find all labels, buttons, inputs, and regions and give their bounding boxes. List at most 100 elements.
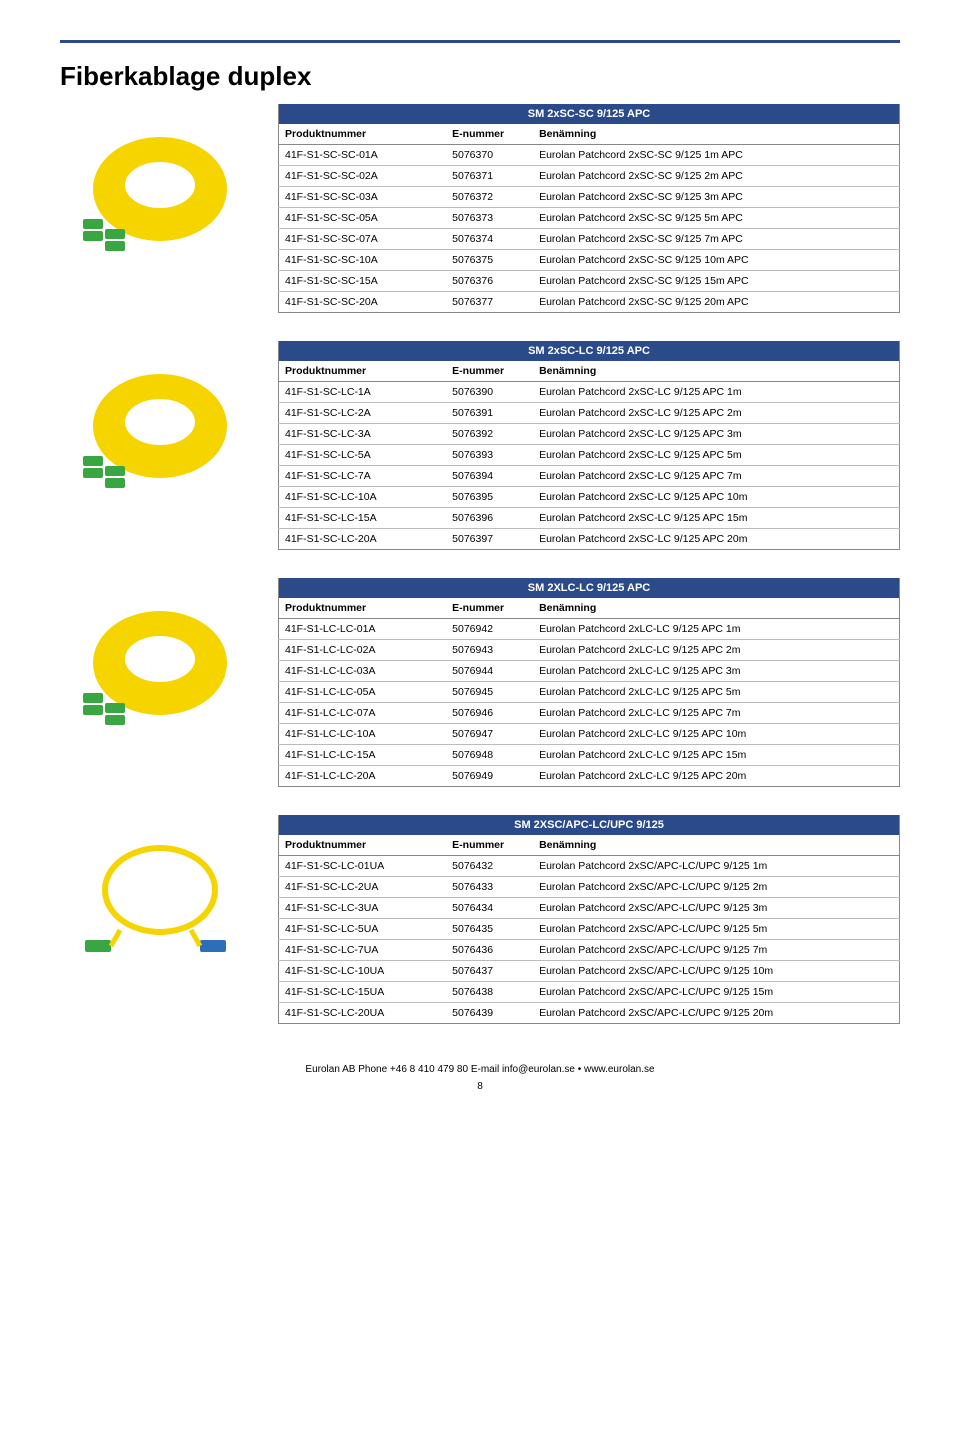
sections-container: SM 2xSC-SC 9/125 APCProduktnummerE-numme… <box>60 104 900 1024</box>
cell-enum: 5076435 <box>446 919 533 940</box>
product-table: SM 2XLC-LC 9/125 APCProduktnummerE-numme… <box>278 578 900 787</box>
cell-desc: Eurolan Patchcord 2xSC/APC-LC/UPC 9/125 … <box>533 961 899 982</box>
cell-prod: 41F-S1-SC-LC-10UA <box>279 961 447 982</box>
table-column: SM 2xSC-SC 9/125 APCProduktnummerE-numme… <box>278 104 900 313</box>
cell-desc: Eurolan Patchcord 2xSC-SC 9/125 5m APC <box>533 208 899 229</box>
cell-desc: Eurolan Patchcord 2xSC-LC 9/125 APC 5m <box>533 445 899 466</box>
cell-desc: Eurolan Patchcord 2xSC/APC-LC/UPC 9/125 … <box>533 982 899 1003</box>
cell-prod: 41F-S1-SC-LC-15A <box>279 508 447 529</box>
table-row: 41F-S1-LC-LC-03A5076944Eurolan Patchcord… <box>279 661 900 682</box>
cell-desc: Eurolan Patchcord 2xSC-LC 9/125 APC 10m <box>533 487 899 508</box>
table-row: 41F-S1-SC-LC-3UA5076434Eurolan Patchcord… <box>279 898 900 919</box>
product-section: SM 2XSC/APC-LC/UPC 9/125ProduktnummerE-n… <box>60 815 900 1024</box>
table-row: 41F-S1-SC-LC-20UA5076439Eurolan Patchcor… <box>279 1003 900 1024</box>
cell-prod: 41F-S1-LC-LC-03A <box>279 661 447 682</box>
cell-desc: Eurolan Patchcord 2xLC-LC 9/125 APC 3m <box>533 661 899 682</box>
cell-prod: 41F-S1-SC-LC-01UA <box>279 856 447 877</box>
cell-prod: 41F-S1-LC-LC-15A <box>279 745 447 766</box>
cell-enum: 5076393 <box>446 445 533 466</box>
cell-enum: 5076946 <box>446 703 533 724</box>
table-title: SM 2xSC-LC 9/125 APC <box>279 341 900 361</box>
table-row: 41F-S1-LC-LC-15A5076948Eurolan Patchcord… <box>279 745 900 766</box>
cell-desc: Eurolan Patchcord 2xSC-SC 9/125 15m APC <box>533 271 899 292</box>
cell-enum: 5076948 <box>446 745 533 766</box>
table-row: 41F-S1-LC-LC-02A5076943Eurolan Patchcord… <box>279 640 900 661</box>
cell-prod: 41F-S1-SC-LC-2UA <box>279 877 447 898</box>
table-row: 41F-S1-SC-SC-03A5076372Eurolan Patchcord… <box>279 187 900 208</box>
cell-prod: 41F-S1-SC-LC-10A <box>279 487 447 508</box>
cell-prod: 41F-S1-SC-LC-1A <box>279 382 447 403</box>
cell-prod: 41F-S1-LC-LC-07A <box>279 703 447 724</box>
cell-desc: Eurolan Patchcord 2xSC-SC 9/125 7m APC <box>533 229 899 250</box>
cell-enum: 5076439 <box>446 1003 533 1024</box>
top-rule <box>60 40 900 43</box>
table-row: 41F-S1-SC-SC-15A5076376Eurolan Patchcord… <box>279 271 900 292</box>
table-row: 41F-S1-LC-LC-20A5076949Eurolan Patchcord… <box>279 766 900 787</box>
cell-enum: 5076944 <box>446 661 533 682</box>
table-row: 41F-S1-LC-LC-10A5076947Eurolan Patchcord… <box>279 724 900 745</box>
cell-desc: Eurolan Patchcord 2xSC/APC-LC/UPC 9/125 … <box>533 940 899 961</box>
page-number: 8 <box>60 1081 900 1092</box>
cell-prod: 41F-S1-SC-SC-15A <box>279 271 447 292</box>
cell-enum: 5076942 <box>446 619 533 640</box>
cell-desc: Eurolan Patchcord 2xSC-SC 9/125 3m APC <box>533 187 899 208</box>
column-header: E-nummer <box>446 835 533 856</box>
table-row: 41F-S1-SC-LC-7A5076394Eurolan Patchcord … <box>279 466 900 487</box>
cell-enum: 5076372 <box>446 187 533 208</box>
cell-prod: 41F-S1-SC-LC-5UA <box>279 919 447 940</box>
cell-enum: 5076374 <box>446 229 533 250</box>
cell-prod: 41F-S1-SC-LC-7UA <box>279 940 447 961</box>
cell-enum: 5076396 <box>446 508 533 529</box>
cell-prod: 41F-S1-SC-LC-7A <box>279 466 447 487</box>
column-header: Produktnummer <box>279 124 447 145</box>
cell-desc: Eurolan Patchcord 2xSC-LC 9/125 APC 20m <box>533 529 899 550</box>
cell-prod: 41F-S1-LC-LC-10A <box>279 724 447 745</box>
cell-desc: Eurolan Patchcord 2xLC-LC 9/125 APC 2m <box>533 640 899 661</box>
cell-prod: 41F-S1-SC-SC-10A <box>279 250 447 271</box>
cell-enum: 5076434 <box>446 898 533 919</box>
cell-desc: Eurolan Patchcord 2xSC-SC 9/125 20m APC <box>533 292 899 313</box>
cell-prod: 41F-S1-LC-LC-02A <box>279 640 447 661</box>
column-header: Produktnummer <box>279 835 447 856</box>
cable-image-icon <box>60 815 260 975</box>
table-row: 41F-S1-SC-LC-5A5076393Eurolan Patchcord … <box>279 445 900 466</box>
cell-desc: Eurolan Patchcord 2xSC/APC-LC/UPC 9/125 … <box>533 898 899 919</box>
table-row: 41F-S1-SC-SC-07A5076374Eurolan Patchcord… <box>279 229 900 250</box>
cell-prod: 41F-S1-LC-LC-20A <box>279 766 447 787</box>
cell-desc: Eurolan Patchcord 2xSC/APC-LC/UPC 9/125 … <box>533 877 899 898</box>
cable-image-icon <box>60 578 260 738</box>
table-row: 41F-S1-SC-SC-10A5076375Eurolan Patchcord… <box>279 250 900 271</box>
column-header: E-nummer <box>446 598 533 619</box>
cell-enum: 5076390 <box>446 382 533 403</box>
table-row: 41F-S1-SC-LC-2A5076391Eurolan Patchcord … <box>279 403 900 424</box>
table-row: 41F-S1-SC-LC-5UA5076435Eurolan Patchcord… <box>279 919 900 940</box>
cell-desc: Eurolan Patchcord 2xSC-SC 9/125 10m APC <box>533 250 899 271</box>
cell-desc: Eurolan Patchcord 2xSC-LC 9/125 APC 7m <box>533 466 899 487</box>
product-section: SM 2xSC-LC 9/125 APCProduktnummerE-numme… <box>60 341 900 550</box>
table-row: 41F-S1-LC-LC-07A5076946Eurolan Patchcord… <box>279 703 900 724</box>
table-row: 41F-S1-SC-LC-3A5076392Eurolan Patchcord … <box>279 424 900 445</box>
product-table: SM 2xSC-LC 9/125 APCProduktnummerE-numme… <box>278 341 900 550</box>
cell-prod: 41F-S1-SC-SC-07A <box>279 229 447 250</box>
table-row: 41F-S1-SC-LC-7UA5076436Eurolan Patchcord… <box>279 940 900 961</box>
cell-desc: Eurolan Patchcord 2xSC-LC 9/125 APC 15m <box>533 508 899 529</box>
cell-prod: 41F-S1-SC-SC-20A <box>279 292 447 313</box>
product-section: SM 2XLC-LC 9/125 APCProduktnummerE-numme… <box>60 578 900 787</box>
cell-prod: 41F-S1-SC-SC-02A <box>279 166 447 187</box>
cell-enum: 5076370 <box>446 145 533 166</box>
cell-prod: 41F-S1-LC-LC-01A <box>279 619 447 640</box>
cell-desc: Eurolan Patchcord 2xLC-LC 9/125 APC 15m <box>533 745 899 766</box>
cell-enum: 5076438 <box>446 982 533 1003</box>
cell-prod: 41F-S1-SC-LC-2A <box>279 403 447 424</box>
column-header: Produktnummer <box>279 598 447 619</box>
table-column: SM 2xSC-LC 9/125 APCProduktnummerE-numme… <box>278 341 900 550</box>
cell-desc: Eurolan Patchcord 2xLC-LC 9/125 APC 5m <box>533 682 899 703</box>
cell-enum: 5076947 <box>446 724 533 745</box>
cell-desc: Eurolan Patchcord 2xSC/APC-LC/UPC 9/125 … <box>533 1003 899 1024</box>
column-header: Benämning <box>533 835 899 856</box>
cell-enum: 5076949 <box>446 766 533 787</box>
cell-desc: Eurolan Patchcord 2xSC-LC 9/125 APC 2m <box>533 403 899 424</box>
column-header: Benämning <box>533 598 899 619</box>
footer-text: Eurolan AB Phone +46 8 410 479 80 E-mail… <box>60 1064 900 1075</box>
table-row: 41F-S1-SC-SC-01A5076370Eurolan Patchcord… <box>279 145 900 166</box>
